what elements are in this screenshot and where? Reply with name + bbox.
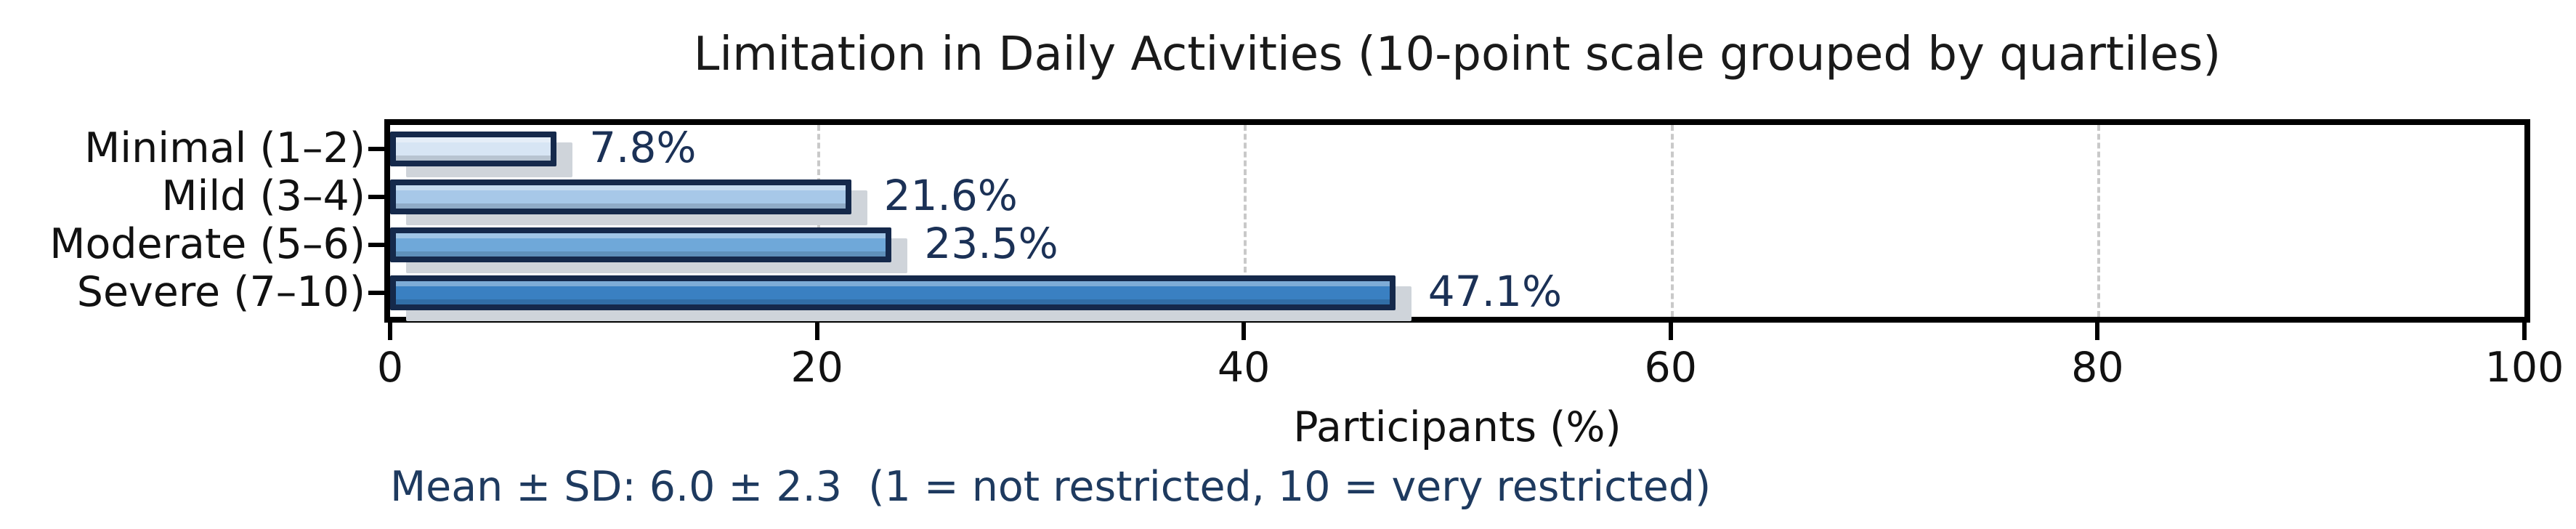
y-tick-mark <box>368 291 384 295</box>
y-tick-mark <box>368 147 384 151</box>
x-tick-label: 0 <box>376 344 404 392</box>
bar-value-label: 23.5% <box>924 219 1058 268</box>
bar-row: 23.5% <box>390 221 2524 269</box>
x-tick-label: 60 <box>1644 344 1698 392</box>
bar-value-label: 7.8% <box>589 123 697 172</box>
x-tick-mark <box>2522 323 2527 340</box>
plot-area: 7.8% 21.6% 23.5% 47.1% <box>368 119 2530 340</box>
gridline <box>817 125 820 317</box>
x-tick-mark <box>388 323 392 340</box>
x-tick-mark <box>2095 323 2100 340</box>
bar-row: 47.1% <box>390 269 2524 317</box>
x-tick-labels: 0 20 40 60 80 100 <box>377 344 2564 395</box>
x-axis-label: Participants (%) <box>1293 403 1621 451</box>
y-tick-label: Moderate (5–6) <box>49 220 365 268</box>
chart-title: Limitation in Daily Activities (10-point… <box>693 28 2221 81</box>
x-tick-label: 40 <box>1217 344 1271 392</box>
x-tick-mark <box>1242 323 1247 340</box>
gridline <box>2097 125 2101 317</box>
bar <box>390 179 851 214</box>
annotation-note: Mean ± SD: 6.0 ± 2.3 (1 = not restricted… <box>390 463 1712 511</box>
y-tick-label: Severe (7–10) <box>76 268 365 316</box>
x-tick-label: 100 <box>2484 344 2564 392</box>
bar-row: 7.8% <box>390 125 2524 173</box>
bar-value-label: 47.1% <box>1427 267 1563 316</box>
y-tick-mark <box>368 195 384 199</box>
y-tick-label: Minimal (1–2) <box>84 124 365 172</box>
x-tick-label: 80 <box>2071 344 2124 392</box>
x-tick-mark <box>814 323 819 340</box>
bar <box>390 275 1396 310</box>
gridline <box>1244 125 1247 317</box>
bar-value-label: 21.6% <box>883 171 1018 220</box>
y-tick-label: Mild (3–4) <box>161 172 365 220</box>
y-tick-mark <box>368 243 384 247</box>
gridline <box>1670 125 1674 317</box>
bar-row: 21.6% <box>390 173 2524 221</box>
bar <box>390 132 557 166</box>
x-tick-label: 20 <box>790 344 843 392</box>
bar <box>390 227 892 262</box>
x-tick-mark <box>1668 323 1673 340</box>
